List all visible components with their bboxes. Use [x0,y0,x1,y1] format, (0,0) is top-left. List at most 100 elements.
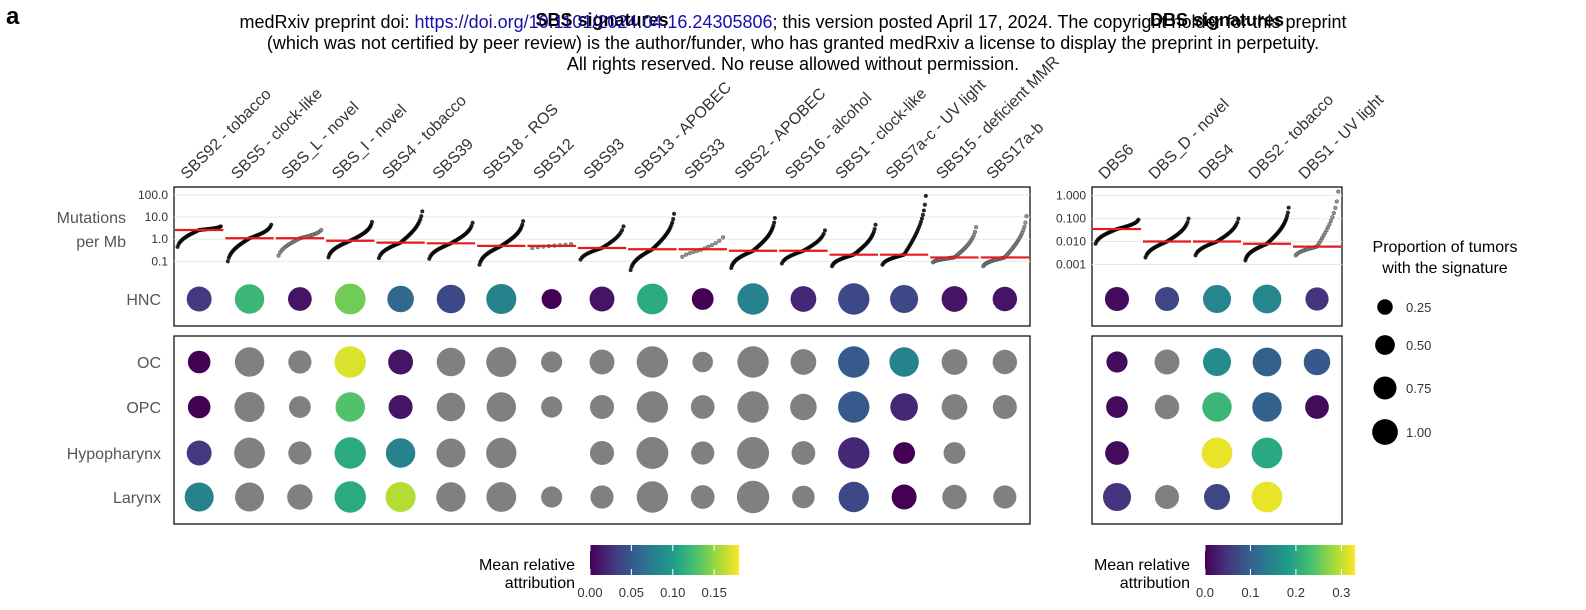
subsite-dot [187,395,211,419]
tmb-point [1236,216,1241,221]
subsite-dot [992,349,1018,375]
tmb-row-label: Mutations [57,210,126,227]
signature-label: SBS39 [430,136,477,183]
subsite-dot [436,347,466,377]
hnc-dot [1154,286,1180,312]
subsite-dot [941,349,968,375]
tmb-point [1333,205,1338,210]
preprint-doi-link[interactable]: https://doi.org/10.1101/2024.04.16.24305… [414,12,773,32]
subsite-dot [1105,441,1129,465]
subsite-dot [993,485,1017,509]
subsite-dot [1251,481,1283,513]
subsite-dot [334,481,366,513]
subsite-dot [589,440,615,466]
subsite-dot [636,346,669,378]
tmb-point [672,211,677,216]
tmb-point [720,235,726,240]
subsite-dot [187,350,211,374]
hnc-dot [1202,284,1232,314]
tmb-point [687,251,692,256]
preprint-notice-line3: All rights reserved. No reuse allowed wi… [566,54,1020,74]
tmb-row-label: per Mb [76,234,126,251]
tmb-point [521,219,526,224]
subsite-dot [288,396,311,418]
tmb-point [920,212,925,217]
tmb-ytick: 0.1 [151,254,168,268]
colorbar-tick-label: 0.1 [1241,585,1259,600]
tmb-point [974,225,979,230]
signature-label: SBS92 - tobacco [178,86,275,183]
size-legend: Proportion of tumors with the signature 0.… [1372,239,1517,445]
tmb-point [1330,215,1335,220]
tmb-point [420,209,425,214]
subsite-dot [690,485,715,509]
subsite-dot [942,484,967,510]
hnc-dot [691,288,714,310]
subsite-dot [992,394,1017,420]
subsite-dot [692,351,713,373]
colorbar-title: Mean relative [1094,557,1190,574]
tmb-ytick: 10.0 [145,210,169,224]
size-legend-label: 0.50 [1406,338,1431,353]
subsite-dot [1303,348,1331,376]
subsite-dot [234,437,265,469]
size-legend-dot [1377,299,1393,315]
size-legend-label: 0.25 [1406,300,1431,315]
hnc-dot [790,286,817,312]
subsite-dot [385,481,416,513]
tmb-point [1022,224,1027,229]
signature-label: SBS12 [530,136,577,183]
chart-title: SBS signatures [535,10,668,30]
tmb-ytick: 1.000 [1056,189,1086,203]
subsite-dot [1201,437,1233,469]
subsite-dot [486,346,517,378]
hnc-dot [1305,287,1329,311]
hnc-dot [186,286,212,312]
hnc-dot [589,286,615,312]
subsite-dot [486,392,517,422]
tmb-point [470,220,475,225]
size-legend-label: 0.75 [1406,381,1431,396]
signature-label: DBS6 [1096,141,1138,183]
tmb-point [1235,220,1240,225]
subsite-dot [1252,392,1282,422]
subsite-dot [541,486,563,508]
subsite-dot [235,482,265,512]
preprint-notice-line1: medRxiv preprint doi: https://doi.org/10… [0,12,1586,33]
colorbar-tick-label: 0.10 [660,585,685,600]
tmb-point [717,238,722,243]
chart-title: DBS signatures [1150,10,1284,30]
colorbar-title: attribution [1120,575,1190,592]
tmb-point [872,226,877,232]
tmb-point [1328,218,1333,223]
tmb-ytick: 0.001 [1056,257,1086,271]
hnc-dot [288,287,312,311]
subsite-dot [690,395,715,419]
hnc-dot [436,284,466,314]
tmb-ytick: 100.0 [138,188,168,202]
subsite-dot [1251,437,1283,469]
colorbar-tick-label: 0.3 [1332,585,1350,600]
hnc-dot [234,284,265,314]
tmb-ytick: 1.0 [151,232,168,246]
signature-label: SBS13 - APOBEC [631,79,735,183]
subsite-dot [1202,392,1232,422]
subsite-dot [736,480,770,514]
tmb-point [1136,217,1141,222]
subsite-dot [436,438,466,468]
tmb-point [923,193,928,198]
tmb-point [621,224,626,229]
subsite-dot [636,391,669,423]
hnc-dot [941,286,968,312]
hnc-dot [992,286,1018,312]
subsite-dot [838,391,870,423]
preprint-notice-suffix: ; this version posted April 17, 2024. Th… [772,12,1347,32]
subsite-dot [186,440,212,466]
hnc-dot [1252,284,1282,314]
tmb-point [921,208,926,213]
tmb-point [620,228,625,233]
signature-label: SBS16 - alcohol [782,90,875,183]
